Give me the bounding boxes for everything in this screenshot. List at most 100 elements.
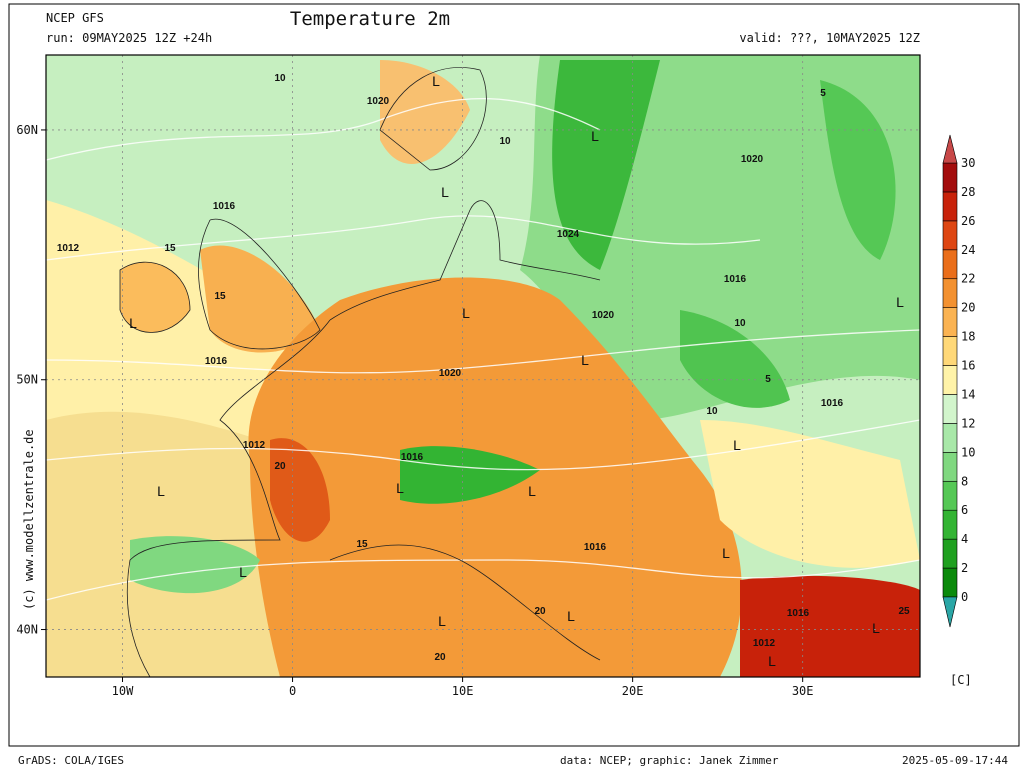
contour-label: 10 bbox=[706, 406, 718, 417]
contour-label: 1016 bbox=[584, 542, 607, 553]
contour-label: 5 bbox=[820, 88, 826, 99]
map-border bbox=[45, 54, 921, 678]
baltic-cold bbox=[552, 60, 660, 270]
colorbar-under bbox=[942, 596, 958, 628]
contour-label: 10 bbox=[734, 318, 746, 329]
isobar bbox=[46, 329, 920, 374]
alps-cold bbox=[400, 446, 540, 504]
colorbar-swatch bbox=[942, 538, 958, 569]
contour-label: 1020 bbox=[367, 96, 390, 107]
contour-label: 1016 bbox=[821, 398, 844, 409]
contour-label: 25 bbox=[898, 606, 910, 617]
colorbar-swatch bbox=[942, 278, 958, 308]
iberia-north-cool bbox=[130, 536, 260, 594]
contour-label: 10 bbox=[274, 73, 286, 84]
colorbar-tick-label: 20 bbox=[961, 301, 975, 315]
low-marker: L bbox=[432, 73, 440, 89]
contour-label: 1016 bbox=[205, 356, 228, 367]
colorbar-swatch bbox=[942, 307, 958, 337]
colorbar-swatch bbox=[942, 452, 958, 482]
contour-label: 1024 bbox=[557, 229, 580, 240]
coastline bbox=[198, 218, 321, 350]
contour-label: 20 bbox=[434, 652, 446, 663]
low-marker: L bbox=[768, 653, 776, 669]
colorbar-swatch bbox=[942, 365, 958, 395]
contour-label: 1012 bbox=[753, 638, 776, 649]
colorbar-tick-label: 22 bbox=[961, 272, 975, 286]
footer-center: data: NCEP; graphic: Janek Zimmer bbox=[560, 754, 779, 767]
low-marker: L bbox=[396, 480, 404, 496]
isobar bbox=[46, 98, 601, 161]
colorbar-tick-label: 8 bbox=[961, 474, 968, 488]
norway bbox=[380, 60, 470, 164]
map-title: Temperature 2m bbox=[290, 8, 450, 30]
contour-label: 1012 bbox=[243, 440, 266, 451]
isobar bbox=[46, 215, 761, 261]
contour-label: 15 bbox=[214, 291, 226, 302]
model-name: NCEP GFS bbox=[46, 11, 104, 25]
colorbar-swatch bbox=[942, 423, 958, 453]
valid-info: valid: ???, 10MAY2025 12Z bbox=[739, 31, 920, 45]
belarus-cold bbox=[680, 310, 790, 408]
contour-label: 1020 bbox=[439, 368, 462, 379]
colorbar-swatch bbox=[942, 394, 958, 424]
contour-label: 5 bbox=[765, 374, 771, 385]
low-marker: L bbox=[896, 294, 904, 310]
colorbar-swatch bbox=[942, 162, 958, 193]
low-marker: L bbox=[872, 620, 880, 636]
lon-tick-label: 20E bbox=[622, 684, 644, 698]
contour-label: 1016 bbox=[787, 608, 810, 619]
low-marker: L bbox=[157, 483, 165, 499]
coastline bbox=[329, 544, 601, 661]
coastline bbox=[379, 67, 487, 171]
lat-tick-label: 50N bbox=[16, 373, 38, 387]
colorbar-tick-label: 26 bbox=[961, 214, 975, 228]
low-marker: L bbox=[462, 305, 470, 321]
contour-label: 15 bbox=[164, 243, 176, 254]
contour-label: 1020 bbox=[592, 310, 615, 321]
lat-tick-label: 40N bbox=[16, 623, 38, 637]
lon-tick-label: 10E bbox=[452, 684, 474, 698]
colorbar-tick-label: 4 bbox=[961, 532, 968, 546]
colorbar-swatch bbox=[942, 567, 958, 598]
colorbar-swatch bbox=[942, 249, 958, 280]
colorbar-tick-label: 6 bbox=[961, 503, 968, 517]
contour-label: 20 bbox=[274, 461, 286, 472]
coastline bbox=[329, 200, 601, 321]
france-hot bbox=[270, 438, 330, 542]
romania-mild bbox=[700, 420, 920, 568]
coastline bbox=[126, 319, 331, 677]
contour-label: 1016 bbox=[724, 274, 747, 285]
colorbar-tick-label: 18 bbox=[961, 330, 975, 344]
colorbar-unit: [C] bbox=[950, 673, 972, 687]
colorbar-tick-label: 0 bbox=[961, 590, 968, 604]
colorbar-swatch bbox=[942, 220, 958, 251]
low-marker: L bbox=[581, 352, 589, 368]
britain bbox=[200, 245, 320, 353]
footer-left: GrADS: COLA/IGES bbox=[18, 754, 124, 767]
low-marker: L bbox=[438, 613, 446, 629]
map-axes: 60N 50N 40N 10W 0 10E 20E 30E bbox=[16, 123, 813, 698]
low-marker: L bbox=[528, 483, 536, 499]
coastlines bbox=[119, 67, 601, 677]
colorbar-tick-label: 16 bbox=[961, 359, 975, 373]
contour-label: 1016 bbox=[401, 452, 424, 463]
ireland bbox=[120, 262, 190, 333]
low-marker: L bbox=[441, 184, 449, 200]
colorbar-tick-label: 14 bbox=[961, 387, 975, 401]
contour-label: 15 bbox=[356, 539, 368, 550]
low-marker: L bbox=[733, 437, 741, 453]
colorbar-tick-label: 2 bbox=[961, 561, 968, 575]
turkey-hot bbox=[740, 575, 920, 677]
colorbar-tick-label: 30 bbox=[961, 156, 975, 170]
colorbar-tick-label: 24 bbox=[961, 243, 975, 257]
copyright: (c) www.modellzentrale.de bbox=[22, 429, 36, 610]
lat-tick-label: 60N bbox=[16, 123, 38, 137]
low-marker: L bbox=[129, 315, 137, 331]
lon-tick-label: 30E bbox=[792, 684, 814, 698]
colorbar-swatch bbox=[942, 480, 958, 511]
coastline bbox=[119, 261, 191, 333]
isobars bbox=[46, 98, 920, 601]
